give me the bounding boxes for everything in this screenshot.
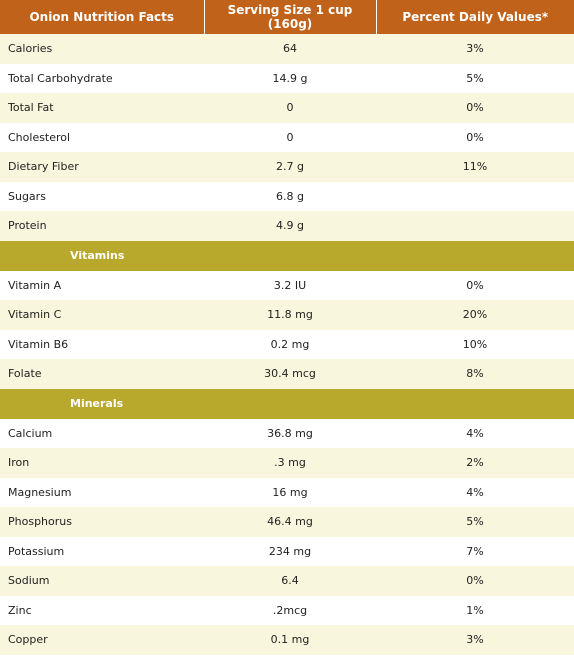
- table-header: Onion Nutrition Facts Serving Size 1 cup…: [0, 0, 574, 34]
- nutrient-percent: 3%: [376, 34, 574, 64]
- header-percent-daily: Percent Daily Values*: [376, 0, 574, 34]
- nutrient-amount: 64: [204, 34, 376, 64]
- nutrient-percent: 4%: [376, 477, 574, 507]
- nutrient-amount: 46.4 mg: [204, 507, 376, 537]
- nutrient-name: Zinc: [0, 595, 204, 625]
- nutrient-percent: 2%: [376, 448, 574, 478]
- table-row: Dietary Fiber 2.7 g 11%: [0, 152, 574, 182]
- section-header-minerals: Minerals: [0, 388, 574, 419]
- table-row: Magnesium 16 mg 4%: [0, 477, 574, 507]
- nutrient-amount: 16 mg: [204, 477, 376, 507]
- nutrient-amount: 0.2 mg: [204, 329, 376, 359]
- table-row: Iron .3 mg 2%: [0, 448, 574, 478]
- nutrient-percent: 4%: [376, 418, 574, 448]
- nutrient-name: Sugars: [0, 181, 204, 211]
- nutrient-percent: 0%: [376, 122, 574, 152]
- nutrient-percent: 11%: [376, 152, 574, 182]
- table-row: Potassium 234 mg 7%: [0, 536, 574, 566]
- header-serving-size: Serving Size 1 cup (160g): [204, 0, 377, 34]
- nutrient-name: Total Fat: [0, 93, 204, 123]
- nutrient-name: Vitamin C: [0, 300, 204, 330]
- nutrient-amount: 3.2 IU: [204, 270, 376, 300]
- nutrient-name: Folate: [0, 359, 204, 389]
- nutrient-name: Sodium: [0, 566, 204, 596]
- nutrient-name: Copper: [0, 625, 204, 655]
- nutrient-name: Cholesterol: [0, 122, 204, 152]
- nutrient-percent: 5%: [376, 507, 574, 537]
- nutrient-name: Calcium: [0, 418, 204, 448]
- nutrient-name: Vitamin A: [0, 270, 204, 300]
- table-row: Vitamin A 3.2 IU 0%: [0, 270, 574, 300]
- nutrient-amount: .2mcg: [204, 595, 376, 625]
- table-row: Total Carbohydrate 14.9 g 5%: [0, 63, 574, 93]
- section-title: Minerals: [0, 388, 574, 419]
- nutrient-amount: 2.7 g: [204, 152, 376, 182]
- table-row: Cholesterol 0 0%: [0, 122, 574, 152]
- table-row: Sugars 6.8 g: [0, 181, 574, 211]
- table-row: Total Fat 0 0%: [0, 93, 574, 123]
- table-row: Protein 4.9 g: [0, 211, 574, 241]
- nutrient-percent: 8%: [376, 359, 574, 389]
- table-row: Phosphorus 46.4 mg 5%: [0, 507, 574, 537]
- nutrient-percent: [376, 181, 574, 211]
- nutrient-name: Potassium: [0, 536, 204, 566]
- section-title: Vitamins: [0, 240, 574, 271]
- nutrient-amount: 30.4 mcg: [204, 359, 376, 389]
- nutrient-percent: [376, 211, 574, 241]
- section-header-vitamins: Vitamins: [0, 240, 574, 271]
- nutrient-amount: 0: [204, 122, 376, 152]
- table-row: Folate 30.4 mcg 8%: [0, 359, 574, 389]
- table-row: Vitamin C 11.8 mg 20%: [0, 300, 574, 330]
- nutrient-percent: 10%: [376, 329, 574, 359]
- nutrient-amount: 6.8 g: [204, 181, 376, 211]
- header-row: Onion Nutrition Facts Serving Size 1 cup…: [0, 0, 574, 34]
- nutrient-percent: 5%: [376, 63, 574, 93]
- nutrient-amount: 0: [204, 93, 376, 123]
- nutrient-name: Dietary Fiber: [0, 152, 204, 182]
- nutrient-name: Magnesium: [0, 477, 204, 507]
- nutrient-amount: 0.1 mg: [204, 625, 376, 655]
- nutrient-percent: 0%: [376, 270, 574, 300]
- nutrient-percent: 20%: [376, 300, 574, 330]
- nutrient-percent: 7%: [376, 536, 574, 566]
- table-row: Calories 64 3%: [0, 34, 574, 64]
- nutrient-amount: 14.9 g: [204, 63, 376, 93]
- table-row: Sodium 6.4 0%: [0, 566, 574, 596]
- nutrient-amount: 11.8 mg: [204, 300, 376, 330]
- nutrient-amount: .3 mg: [204, 448, 376, 478]
- nutrient-percent: 0%: [376, 566, 574, 596]
- nutrient-name: Vitamin B6: [0, 329, 204, 359]
- nutrient-percent: 1%: [376, 595, 574, 625]
- nutrient-amount: 234 mg: [204, 536, 376, 566]
- table-row: Calcium 36.8 mg 4%: [0, 418, 574, 448]
- nutrient-percent: 3%: [376, 625, 574, 655]
- nutrient-name: Calories: [0, 34, 204, 64]
- table-row: Copper 0.1 mg 3%: [0, 625, 574, 655]
- nutrient-amount: 36.8 mg: [204, 418, 376, 448]
- header-title: Onion Nutrition Facts: [0, 0, 205, 34]
- nutrient-percent: 0%: [376, 93, 574, 123]
- nutrient-name: Phosphorus: [0, 507, 204, 537]
- nutrient-name: Total Carbohydrate: [0, 63, 204, 93]
- nutrient-name: Protein: [0, 211, 204, 241]
- nutrient-amount: 6.4: [204, 566, 376, 596]
- table-body: Calories 64 3% Total Carbohydrate 14.9 g…: [0, 34, 574, 655]
- nutrient-name: Iron: [0, 448, 204, 478]
- table-row: Vitamin B6 0.2 mg 10%: [0, 329, 574, 359]
- table-row: Zinc .2mcg 1%: [0, 595, 574, 625]
- nutrient-amount: 4.9 g: [204, 211, 376, 241]
